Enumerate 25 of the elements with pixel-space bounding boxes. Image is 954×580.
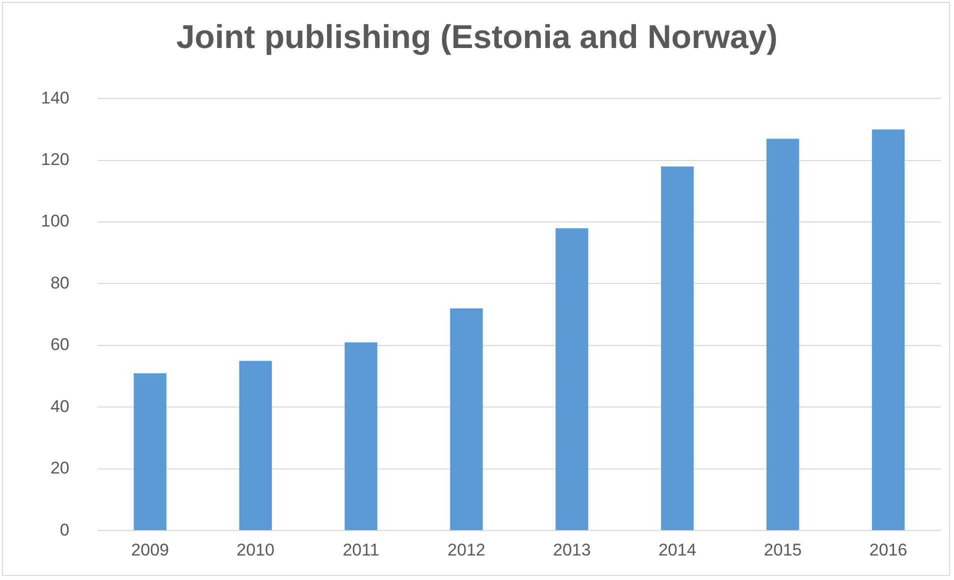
- x-tick-label: 2012: [448, 540, 486, 560]
- x-tick-label: 2011: [342, 540, 380, 560]
- y-tick-label: 20: [50, 458, 70, 478]
- bar: [556, 228, 588, 530]
- x-tick-label: 2013: [552, 540, 591, 560]
- y-tick-label: 120: [40, 150, 70, 169]
- bar: [344, 342, 378, 530]
- bar: [450, 308, 483, 530]
- y-tick-label: 0: [60, 520, 70, 540]
- y-tick-label: 40: [50, 396, 70, 416]
- x-tick-label: 2015: [764, 540, 802, 560]
- x-tick-label: 2016: [869, 540, 908, 560]
- chart-title: Joint publishing (Estonia and Norway): [176, 18, 778, 55]
- y-tick-label: 60: [50, 335, 70, 354]
- bar: [239, 360, 272, 530]
- x-tick-label: 2014: [658, 540, 696, 560]
- x-tick-label: 2009: [131, 540, 170, 560]
- bar: [766, 138, 800, 530]
- x-tick-label: 2010: [236, 540, 274, 560]
- bar: [661, 166, 694, 530]
- bar: [134, 373, 166, 530]
- y-tick-label: 100: [40, 212, 70, 231]
- y-tick-label: 140: [40, 88, 70, 108]
- bar: [872, 129, 905, 530]
- y-tick-label: 80: [50, 273, 70, 292]
